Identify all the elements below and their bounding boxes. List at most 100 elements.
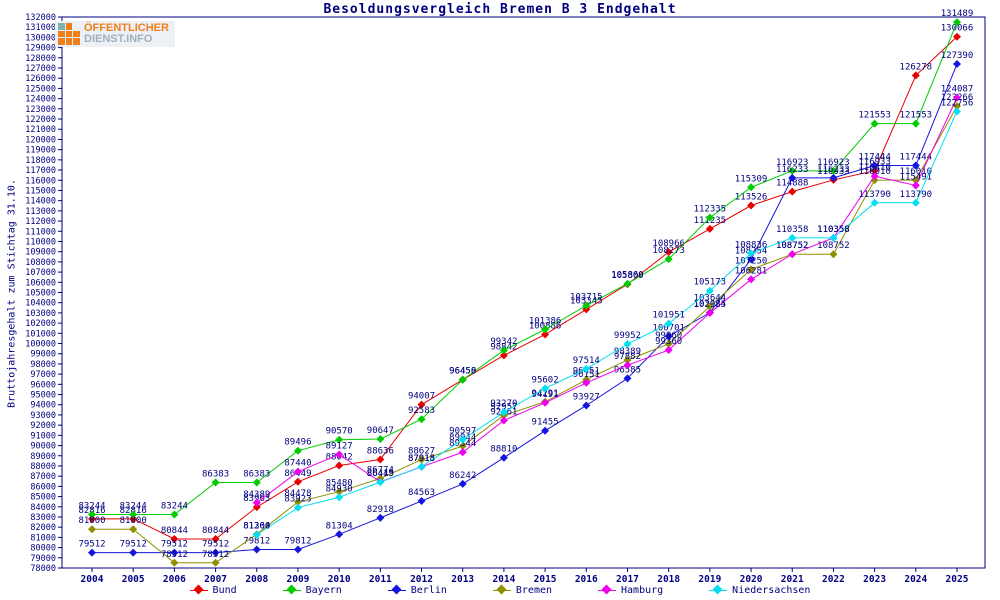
data-point-berlin-2012[interactable] — [417, 497, 426, 506]
data-point-bund-2012[interactable] — [417, 400, 426, 409]
data-point-bayern-2023[interactable] — [870, 119, 879, 128]
data-point-hamburg-2009[interactable] — [293, 467, 302, 476]
data-point-bund-2014[interactable] — [499, 351, 508, 360]
data-point-bund-2019[interactable] — [705, 224, 714, 233]
data-point-bund-2010[interactable] — [335, 461, 344, 470]
legend-item-bremen[interactable]: Bremen — [492, 584, 552, 596]
data-point-hamburg-2019[interactable] — [705, 309, 714, 318]
data-point-berlin-2023[interactable] — [870, 161, 879, 170]
data-point-niedersachsen-2011[interactable] — [376, 478, 385, 487]
data-point-berlin-2010[interactable] — [335, 530, 344, 539]
data-point-bund-2009[interactable] — [293, 477, 302, 486]
data-point-berlin-2005[interactable] — [129, 548, 138, 557]
data-point-hamburg-2023[interactable] — [870, 172, 879, 181]
data-point-hamburg-2015[interactable] — [541, 398, 550, 407]
data-point-bremen-2005[interactable] — [129, 525, 138, 534]
data-point-bayern-2024[interactable] — [911, 119, 920, 128]
data-point-berlin-2016[interactable] — [582, 401, 591, 410]
data-point-bremen-2022[interactable] — [829, 250, 838, 259]
data-point-bremen-2023[interactable] — [870, 176, 879, 185]
data-point-bayern-2015[interactable] — [541, 325, 550, 334]
data-point-bremen-2007[interactable] — [211, 558, 220, 567]
data-point-bayern-2018[interactable] — [664, 255, 673, 264]
data-point-berlin-2006[interactable] — [170, 548, 179, 557]
data-point-berlin-2024[interactable] — [911, 161, 920, 170]
data-point-bayern-2007[interactable] — [211, 478, 220, 487]
data-point-bund-2007[interactable] — [211, 534, 220, 543]
data-point-berlin-2021[interactable] — [788, 173, 797, 182]
data-point-bremen-2018[interactable] — [664, 339, 673, 348]
legend-item-bayern[interactable]: Bayern — [282, 584, 342, 596]
data-point-bund-2006[interactable] — [170, 534, 179, 543]
data-point-berlin-2015[interactable] — [541, 426, 550, 435]
data-point-bund-2011[interactable] — [376, 455, 385, 464]
data-point-bayern-2004[interactable] — [88, 510, 96, 519]
data-point-bremen-2006[interactable] — [170, 558, 179, 567]
data-point-berlin-2017[interactable] — [623, 374, 632, 383]
data-point-bayern-2020[interactable] — [747, 183, 756, 192]
data-point-hamburg-2016[interactable] — [582, 378, 591, 387]
data-point-niedersachsen-2017[interactable] — [623, 340, 632, 349]
data-point-bayern-2022[interactable] — [829, 166, 838, 175]
data-point-bayern-2010[interactable] — [335, 435, 344, 444]
data-point-bremen-2020[interactable] — [747, 265, 756, 274]
data-point-niedersachsen-2021[interactable] — [788, 233, 797, 242]
data-point-bund-2015[interactable] — [541, 330, 550, 339]
data-point-bund-2023[interactable] — [870, 166, 879, 175]
data-point-bund-2004[interactable] — [88, 514, 96, 523]
data-point-bayern-2025[interactable] — [953, 18, 961, 27]
data-point-niedersachsen-2014[interactable] — [499, 408, 508, 417]
data-point-bayern-2009[interactable] — [293, 446, 302, 455]
data-point-hamburg-2013[interactable] — [458, 448, 467, 457]
data-point-niedersachsen-2019[interactable] — [705, 286, 714, 295]
data-point-niedersachsen-2016[interactable] — [582, 364, 591, 373]
data-point-bund-2008[interactable] — [252, 503, 261, 512]
legend-item-niedersachsen[interactable]: Niedersachsen — [709, 584, 810, 596]
data-point-bremen-2025[interactable] — [953, 102, 961, 111]
data-point-niedersachsen-2022[interactable] — [829, 233, 838, 242]
data-point-hamburg-2018[interactable] — [664, 346, 673, 355]
data-point-hamburg-2021[interactable] — [788, 250, 797, 259]
data-point-berlin-2025[interactable] — [953, 60, 961, 69]
data-point-niedersachsen-2013[interactable] — [458, 435, 467, 444]
data-point-bremen-2019[interactable] — [705, 302, 714, 311]
data-point-bayern-2005[interactable] — [129, 510, 138, 519]
data-point-bayern-2008[interactable] — [252, 478, 261, 487]
data-point-niedersachsen-2009[interactable] — [293, 503, 302, 512]
data-point-bayern-2011[interactable] — [376, 434, 385, 443]
data-point-bund-2018[interactable] — [664, 248, 673, 257]
data-point-bund-2021[interactable] — [788, 187, 797, 196]
data-point-bund-2024[interactable] — [911, 71, 920, 80]
legend-item-berlin[interactable]: Berlin — [387, 584, 447, 596]
data-point-niedersachsen-2008[interactable] — [252, 530, 261, 539]
data-point-bayern-2006[interactable] — [170, 510, 179, 519]
data-point-bayern-2014[interactable] — [499, 346, 508, 355]
data-point-niedersachsen-2024[interactable] — [911, 198, 920, 207]
oeffentlicher-dienst-logo[interactable]: ÖFFENTLICHER DIENST.INFO — [55, 21, 175, 47]
data-point-berlin-2008[interactable] — [252, 545, 261, 554]
data-point-niedersachsen-2012[interactable] — [417, 462, 426, 471]
data-point-berlin-2014[interactable] — [499, 453, 508, 462]
data-point-bund-2020[interactable] — [747, 201, 756, 210]
data-point-bremen-2009[interactable] — [293, 497, 302, 506]
data-point-berlin-2020[interactable] — [747, 255, 756, 264]
data-point-bremen-2013[interactable] — [458, 442, 467, 451]
legend-item-hamburg[interactable]: Hamburg — [598, 584, 663, 596]
data-point-bund-2005[interactable] — [129, 514, 138, 523]
data-point-bayern-2013[interactable] — [458, 375, 467, 384]
data-point-hamburg-2024[interactable] — [911, 181, 920, 190]
data-point-niedersachsen-2018[interactable] — [664, 319, 673, 328]
legend-item-bund[interactable]: Bund — [189, 584, 237, 596]
data-point-niedersachsen-2010[interactable] — [335, 493, 344, 502]
data-point-berlin-2018[interactable] — [664, 332, 673, 341]
data-point-bayern-2017[interactable] — [623, 279, 632, 288]
data-point-niedersachsen-2023[interactable] — [870, 198, 879, 207]
data-point-bremen-2004[interactable] — [88, 525, 96, 534]
data-point-bremen-2012[interactable] — [417, 455, 426, 464]
data-point-niedersachsen-2015[interactable] — [541, 384, 550, 393]
data-point-bayern-2019[interactable] — [705, 213, 714, 222]
data-point-bayern-2012[interactable] — [417, 415, 426, 424]
data-point-niedersachsen-2025[interactable] — [953, 107, 961, 116]
data-point-bayern-2016[interactable] — [582, 301, 591, 310]
data-point-berlin-2009[interactable] — [293, 545, 302, 554]
